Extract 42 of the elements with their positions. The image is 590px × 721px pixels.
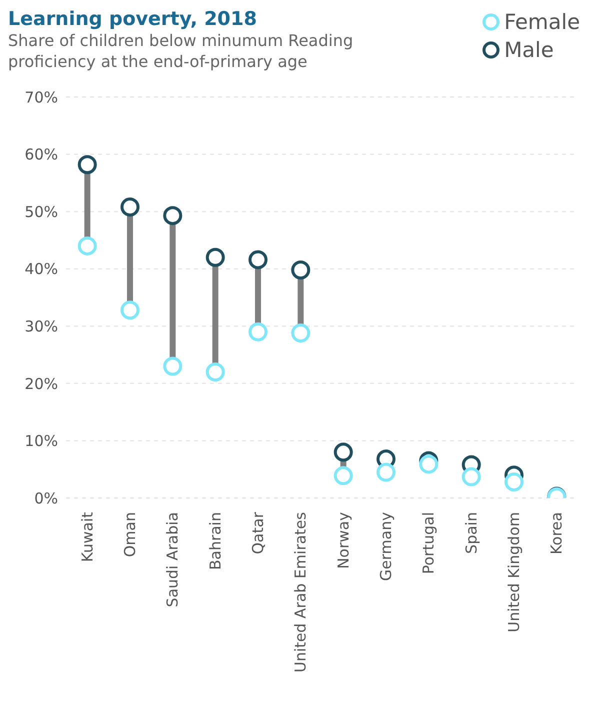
y-tick-label: 60% — [24, 146, 58, 164]
y-tick-label: 10% — [24, 432, 58, 450]
point — [120, 197, 140, 216]
point — [78, 155, 97, 174]
point — [206, 248, 225, 267]
point — [120, 300, 140, 320]
x-tick-label: Germany — [377, 512, 395, 581]
chart-subtitle: Share of children below minumum Reading proficiency at the end-of-primary age — [8, 30, 354, 72]
point — [419, 454, 438, 474]
point — [206, 362, 225, 382]
point — [334, 466, 353, 486]
x-tick-label: Norway — [334, 512, 352, 569]
x-tick-label: Portugal — [420, 512, 438, 574]
y-tick-label: 40% — [24, 260, 58, 278]
x-tick-label: United Kingdom — [505, 512, 523, 632]
x-tick-label: Bahrain — [206, 512, 224, 570]
point — [163, 356, 182, 376]
point — [376, 462, 396, 482]
point — [163, 206, 182, 226]
point — [291, 324, 310, 343]
y-tick-label: 50% — [24, 202, 58, 221]
x-tick-label: Qatar — [249, 511, 267, 554]
chart-title: Learning poverty, 2018 — [8, 8, 257, 30]
x-tick-label: Spain — [462, 512, 480, 554]
point — [248, 250, 268, 270]
y-tick-label: 0% — [34, 489, 58, 508]
x-tick-label: Kuwait — [78, 512, 96, 562]
point — [504, 472, 524, 492]
point — [334, 442, 353, 462]
point — [248, 322, 268, 342]
x-tick-label: Saudi Arabia — [164, 512, 182, 608]
legend-label: Female — [504, 9, 580, 36]
legend-label: Male — [504, 37, 554, 64]
x-tick-label: United Arab Emirates — [292, 512, 310, 673]
point — [462, 467, 481, 486]
x-tick-label: Oman — [121, 512, 139, 558]
point — [291, 260, 310, 280]
point — [78, 236, 97, 256]
y-tick-label: 70% — [24, 88, 58, 106]
x-tick-label: Korea — [548, 512, 566, 555]
y-tick-label: 30% — [24, 317, 58, 336]
y-tick-label: 20% — [24, 374, 58, 393]
